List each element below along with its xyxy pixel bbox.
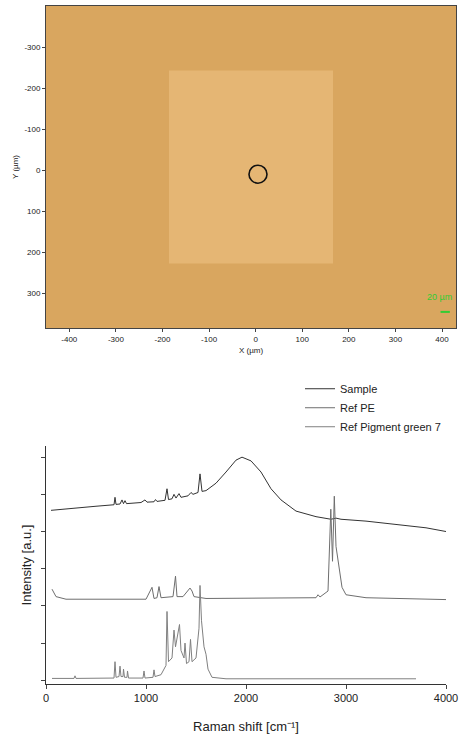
svg-text:Ref Pigment green 7: Ref Pigment green 7: [340, 421, 441, 433]
svg-text:Ref PE: Ref PE: [340, 402, 375, 414]
svg-text:100: 100: [27, 207, 41, 216]
svg-text:0: 0: [43, 692, 49, 704]
svg-text:100: 100: [296, 335, 310, 344]
svg-text:Y (µm): Y (µm): [11, 155, 20, 179]
svg-text:-200: -200: [154, 335, 171, 344]
svg-text:Sample: Sample: [340, 383, 377, 395]
svg-text:-300: -300: [108, 335, 125, 344]
svg-text:300: 300: [27, 289, 41, 298]
svg-text:2000: 2000: [234, 692, 258, 704]
svg-text:4000: 4000: [434, 692, 458, 704]
svg-text:X (µm): X (µm): [239, 346, 263, 355]
svg-text:20 µm: 20 µm: [427, 292, 452, 302]
svg-text:Intensity [a.u.]: Intensity [a.u.]: [19, 525, 34, 606]
svg-text:-200: -200: [24, 84, 41, 93]
svg-text:3000: 3000: [334, 692, 358, 704]
svg-text:-400: -400: [61, 335, 78, 344]
svg-text:-100: -100: [24, 125, 41, 134]
svg-text:200: 200: [27, 248, 41, 257]
svg-text:-100: -100: [201, 335, 218, 344]
svg-text:300: 300: [389, 335, 403, 344]
svg-text:400: 400: [435, 335, 449, 344]
svg-text:Raman shift [cm⁻¹]: Raman shift [cm⁻¹]: [193, 719, 299, 734]
svg-text:-300: -300: [24, 43, 41, 52]
svg-text:200: 200: [342, 335, 356, 344]
svg-text:0: 0: [36, 166, 41, 175]
svg-text:0: 0: [253, 335, 258, 344]
svg-text:1000: 1000: [134, 692, 158, 704]
